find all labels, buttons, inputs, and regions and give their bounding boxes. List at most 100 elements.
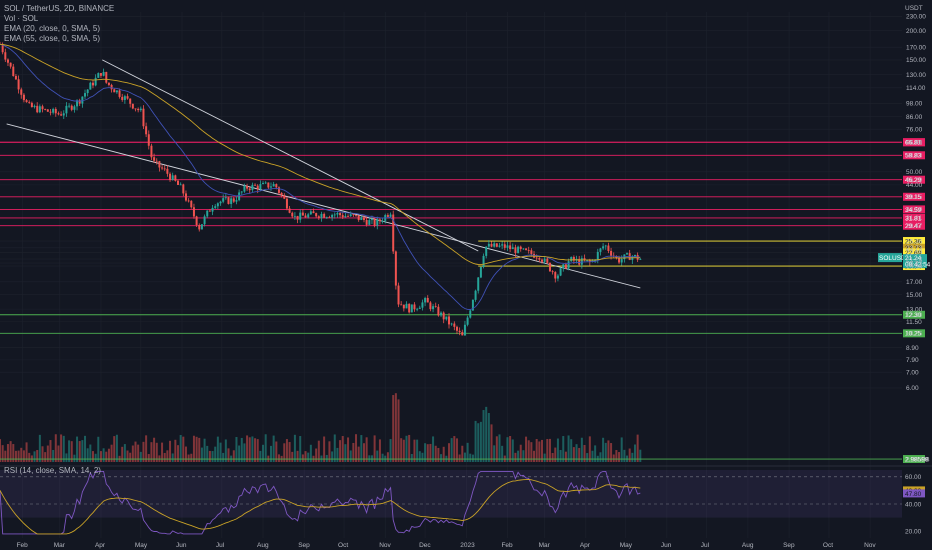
- candle-body: [105, 71, 108, 83]
- volume-bar: [421, 452, 424, 462]
- y-tick-label: 34.59: [906, 207, 923, 214]
- y-tick-label: 25.36: [906, 238, 923, 245]
- volume-bar: [341, 436, 344, 462]
- level-tag: [903, 310, 925, 319]
- volume-bar: [477, 423, 480, 462]
- price-axis[interactable]: 230.00 200.00 170.00 150.00 130.00 114.00 98.0…: [906, 14, 930, 464]
- volume-bar: [129, 452, 132, 462]
- candle-body: [522, 248, 525, 250]
- y-tick-label: 22.69: [906, 250, 923, 257]
- volume-bar: [538, 441, 541, 462]
- candle-body: [405, 303, 408, 309]
- volume-bar: [594, 445, 597, 462]
- level-tag: [903, 213, 925, 222]
- candle-body: [70, 105, 73, 110]
- rsi-tick-label: 60.00: [905, 474, 922, 481]
- candle-body: [203, 216, 206, 225]
- volume-legend[interactable]: Vol · SOL: [4, 14, 39, 23]
- volume-bar: [333, 434, 336, 462]
- candle-body: [580, 258, 583, 265]
- volume-bar: [0, 439, 1, 462]
- candle-body: [461, 332, 464, 336]
- volume-bar: [397, 399, 400, 462]
- candle-body: [389, 214, 392, 217]
- candle-body: [17, 79, 20, 90]
- volume-bar: [192, 435, 195, 462]
- candle-body: [365, 219, 368, 225]
- volume-bar: [633, 444, 636, 462]
- candle-body: [530, 250, 533, 254]
- volume-bar: [495, 436, 498, 462]
- ema20-legend[interactable]: EMA (20, close, 0, SMA, 5): [4, 24, 101, 33]
- candle-body: [572, 257, 575, 261]
- volume-bar: [301, 454, 304, 462]
- candle-body: [397, 285, 400, 305]
- candle-body: [256, 185, 259, 190]
- volume-bar: [548, 438, 551, 462]
- volume-bar: [631, 452, 634, 462]
- volume-bar: [177, 445, 180, 462]
- candle-body: [269, 186, 272, 188]
- volume-bar: [14, 450, 17, 462]
- y-tick-label: 15.00: [906, 292, 923, 299]
- x-tick-label: Jun: [176, 542, 187, 549]
- volume-bar: [455, 438, 458, 462]
- candle-body: [588, 260, 591, 262]
- volume-bar: [187, 454, 190, 462]
- candle-body: [317, 216, 320, 218]
- candle-body: [216, 203, 219, 207]
- volume-bar: [570, 439, 573, 462]
- volume-bar: [527, 440, 530, 462]
- candle-body: [214, 206, 217, 208]
- rsi-legend[interactable]: RSI (14, close, SMA, 14, 2): [4, 466, 101, 475]
- volume-bar: [203, 438, 206, 462]
- candle-body: [240, 191, 243, 193]
- volume-bar: [572, 447, 575, 462]
- candle-body: [304, 215, 307, 218]
- rsi-tick-label: 47.80: [905, 491, 922, 498]
- volume-bar: [498, 434, 501, 462]
- y-tick-label: 11.50: [906, 319, 922, 326]
- volume-bar: [562, 436, 565, 462]
- y-tick-label: 39.15: [906, 194, 923, 201]
- volume-bar: [73, 454, 76, 462]
- level-tag: [903, 205, 925, 214]
- time-axis[interactable]: Feb Mar Apr May Jun Jul Aug Sep Oct Nov Dec 2023 Feb…: [17, 542, 877, 549]
- volume-bar: [437, 447, 440, 462]
- candle-body: [288, 208, 291, 213]
- trend-channel: [6, 59, 641, 289]
- volume-bar: [1, 445, 4, 462]
- candle-body: [339, 213, 342, 216]
- volume-bar: [432, 436, 435, 462]
- ema55-legend[interactable]: EMA (55, close, 0, SMA, 5): [4, 34, 101, 43]
- volume-bar: [275, 441, 278, 462]
- candle-body: [434, 306, 437, 308]
- level-tag: [903, 237, 925, 246]
- candle-body: [482, 255, 485, 268]
- volume-bar: [227, 448, 230, 462]
- y-tick-label: 19.84: [906, 263, 923, 270]
- candle-body: [567, 261, 570, 269]
- x-tick-label: Mar: [54, 542, 66, 549]
- candle-body: [501, 244, 504, 246]
- candle-body: [525, 248, 528, 251]
- volume-bar: [389, 439, 392, 462]
- price-marker-label: 22.69: [905, 250, 922, 257]
- candle-body: [418, 307, 421, 309]
- level-tag: [903, 455, 925, 464]
- candle-body: [145, 126, 148, 135]
- volume-bar: [150, 442, 153, 462]
- x-tick-label: Nov: [379, 542, 391, 549]
- candle-body: [49, 111, 52, 113]
- candle-body: [626, 253, 629, 255]
- y-tick-label: 31.81: [906, 215, 923, 222]
- volume-bar: [381, 453, 384, 462]
- volume-bar: [262, 444, 265, 462]
- candle-body: [46, 109, 49, 112]
- y-tick-label: 200.00: [906, 28, 926, 35]
- level-label: 31.81: [905, 215, 922, 222]
- candle-body: [493, 243, 496, 247]
- symbol-title[interactable]: SOL / TetherUS, 2D, BINANCE: [4, 4, 115, 13]
- x-tick-label: 2023: [460, 542, 475, 549]
